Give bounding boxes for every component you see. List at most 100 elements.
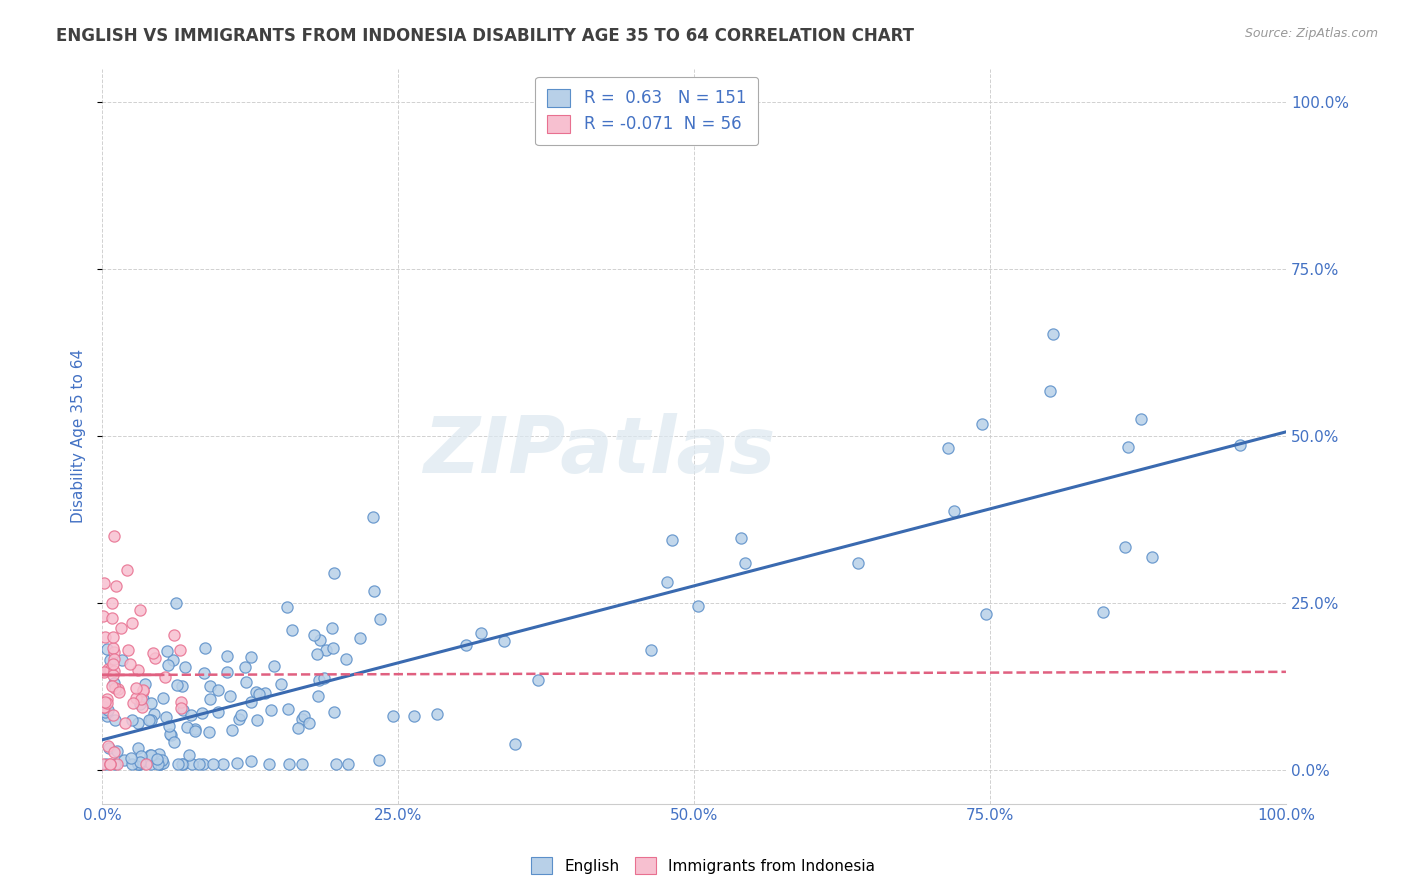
Point	[129, 691, 152, 706]
Point	[153, 670, 176, 684]
Point	[98, 756, 121, 771]
Point	[180, 756, 202, 771]
Point	[657, 575, 679, 590]
Legend: English, Immigrants from Indonesia: English, Immigrants from Indonesia	[524, 851, 882, 880]
Point	[426, 706, 449, 721]
Point	[127, 715, 149, 730]
Point	[112, 754, 135, 768]
Point	[159, 726, 181, 740]
Point	[96, 692, 118, 706]
Point	[263, 659, 285, 673]
Point	[139, 756, 162, 771]
Point	[1039, 384, 1062, 399]
Point	[198, 692, 221, 706]
Point	[187, 756, 209, 771]
Point	[142, 707, 165, 722]
Point	[183, 722, 205, 736]
Point	[163, 735, 186, 749]
Point	[309, 632, 332, 647]
Point	[148, 756, 170, 771]
Point	[167, 756, 190, 771]
Point	[526, 673, 548, 687]
Point	[128, 755, 150, 769]
Point	[101, 708, 124, 723]
Point	[1042, 326, 1064, 341]
Point	[315, 643, 337, 657]
Point	[291, 756, 314, 771]
Point	[142, 646, 165, 660]
Point	[177, 747, 200, 762]
Point	[207, 705, 229, 719]
Point	[93, 576, 115, 591]
Text: ZIPatlas: ZIPatlas	[423, 413, 776, 489]
Point	[103, 668, 125, 682]
Point	[349, 631, 371, 645]
Point	[103, 529, 125, 543]
Point	[970, 417, 993, 431]
Point	[127, 663, 149, 677]
Point	[686, 599, 709, 614]
Point	[101, 679, 124, 693]
Point	[221, 723, 243, 738]
Point	[191, 706, 214, 720]
Point	[174, 659, 197, 673]
Point	[103, 664, 125, 678]
Point	[1229, 437, 1251, 451]
Point	[260, 703, 283, 717]
Point	[97, 703, 120, 717]
Point	[101, 610, 124, 624]
Point	[730, 532, 752, 546]
Point	[276, 599, 298, 614]
Point	[245, 685, 267, 699]
Point	[239, 754, 262, 768]
Point	[281, 623, 304, 637]
Point	[239, 650, 262, 665]
Point	[193, 756, 215, 771]
Point	[104, 579, 127, 593]
Text: ENGLISH VS IMMIGRANTS FROM INDONESIA DISABILITY AGE 35 TO 64 CORRELATION CHART: ENGLISH VS IMMIGRANTS FROM INDONESIA DIS…	[56, 27, 914, 45]
Point	[308, 673, 330, 688]
Point	[101, 596, 124, 610]
Point	[305, 647, 328, 661]
Point	[368, 612, 391, 626]
Point	[104, 681, 127, 696]
Point	[215, 649, 238, 664]
Point	[246, 713, 269, 727]
Point	[228, 712, 250, 726]
Point	[323, 706, 346, 720]
Point	[270, 677, 292, 691]
Point	[141, 696, 163, 710]
Point	[98, 663, 121, 677]
Point	[107, 682, 129, 697]
Point	[111, 653, 134, 667]
Point	[307, 690, 329, 704]
Point	[239, 695, 262, 709]
Point	[96, 696, 118, 710]
Point	[101, 657, 124, 672]
Point	[172, 756, 194, 771]
Point	[105, 744, 128, 758]
Point	[169, 643, 191, 657]
Point	[108, 685, 131, 699]
Point	[115, 563, 138, 577]
Point	[139, 747, 162, 762]
Point	[166, 678, 188, 692]
Point	[96, 641, 118, 656]
Point	[734, 556, 756, 570]
Point	[127, 741, 149, 756]
Point	[503, 737, 526, 751]
Point	[943, 504, 966, 518]
Point	[640, 642, 662, 657]
Point	[152, 690, 174, 705]
Point	[97, 662, 120, 676]
Point	[121, 756, 143, 771]
Point	[976, 607, 998, 621]
Point	[103, 745, 125, 759]
Point	[470, 625, 492, 640]
Point	[155, 710, 177, 724]
Point	[128, 603, 150, 617]
Point	[1130, 412, 1153, 426]
Point	[152, 756, 174, 770]
Point	[302, 628, 325, 642]
Point	[454, 638, 477, 652]
